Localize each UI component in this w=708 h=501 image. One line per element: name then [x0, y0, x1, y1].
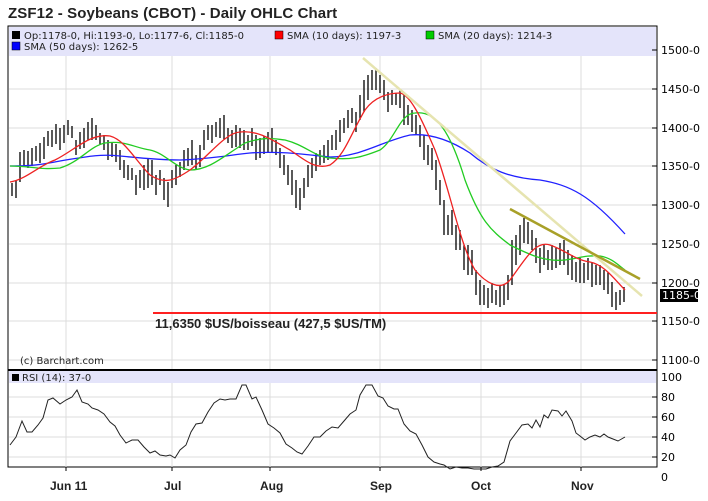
- ohlc-legend: Op:1178-0, Hi:1193-0, Lo:1177-6, Cl:1185…: [24, 31, 244, 42]
- copyright: (c) Barchart.com: [20, 356, 104, 367]
- ohlc-legend-swatch: [12, 31, 20, 39]
- svg-text:Jun 11: Jun 11: [50, 479, 88, 493]
- last-price-label: 1185-0: [662, 289, 701, 302]
- rsi-line: [9, 384, 626, 470]
- x-axis: Jun 11 Jul Aug Sep Oct Nov: [50, 467, 594, 493]
- svg-text:Jul: Jul: [164, 479, 181, 493]
- price-axis: 1500-0 1450-0 1400-0 1350-0 1300-0 1250-…: [652, 26, 701, 370]
- svg-text:Aug: Aug: [260, 479, 283, 493]
- sma20-line: [9, 112, 626, 271]
- sma50-line: [9, 134, 626, 235]
- rsi-legend-background: [9, 371, 656, 383]
- legend-background: [9, 27, 656, 56]
- svg-text:Sep: Sep: [370, 479, 392, 493]
- sma10-legend: SMA (10 days): 1197-3: [287, 31, 401, 42]
- svg-text:1500-0: 1500-0: [661, 44, 700, 57]
- sma20-legend: SMA (20 days): 1214-3: [438, 31, 552, 42]
- svg-text:40: 40: [661, 431, 675, 444]
- rsi-axis: 100 80 60 40 20 0: [652, 371, 682, 484]
- svg-text:1350-0: 1350-0: [661, 160, 700, 173]
- last-price-badge: [660, 289, 698, 302]
- svg-text:1300-0: 1300-0: [661, 199, 700, 212]
- svg-text:1200-0: 1200-0: [661, 277, 700, 290]
- svg-text:Nov: Nov: [571, 479, 594, 493]
- svg-text:1150-0: 1150-0: [661, 315, 700, 328]
- svg-text:0: 0: [661, 471, 668, 484]
- svg-text:100: 100: [661, 371, 682, 384]
- sma50-legend: SMA (50 days): 1262-5: [24, 42, 138, 53]
- sma10-line: [9, 92, 626, 291]
- svg-text:1450-0: 1450-0: [661, 83, 700, 96]
- svg-text:80: 80: [661, 391, 675, 404]
- svg-text:1100-0: 1100-0: [661, 354, 700, 367]
- trendline-short: [509, 207, 641, 281]
- svg-text:60: 60: [661, 411, 675, 424]
- sma10-legend-swatch: [274, 30, 284, 40]
- sma50-legend-swatch: [11, 41, 21, 51]
- support-annotation: 11,6350 $US/boisseau (427,5 $US/TM): [155, 316, 386, 331]
- rsi-panel: [7, 369, 658, 468]
- sma20-legend-swatch: [425, 30, 435, 40]
- rsi-legend-swatch: [12, 374, 19, 381]
- svg-text:20: 20: [661, 451, 675, 464]
- rsi-legend: RSI (14): 37-0: [22, 373, 91, 384]
- svg-text:Oct: Oct: [471, 479, 491, 493]
- svg-text:1250-0: 1250-0: [661, 238, 700, 251]
- chart-title: ZSF12 - Soybeans (CBOT) - Daily OHLC Cha…: [8, 5, 338, 22]
- svg-text:1400-0: 1400-0: [661, 122, 700, 135]
